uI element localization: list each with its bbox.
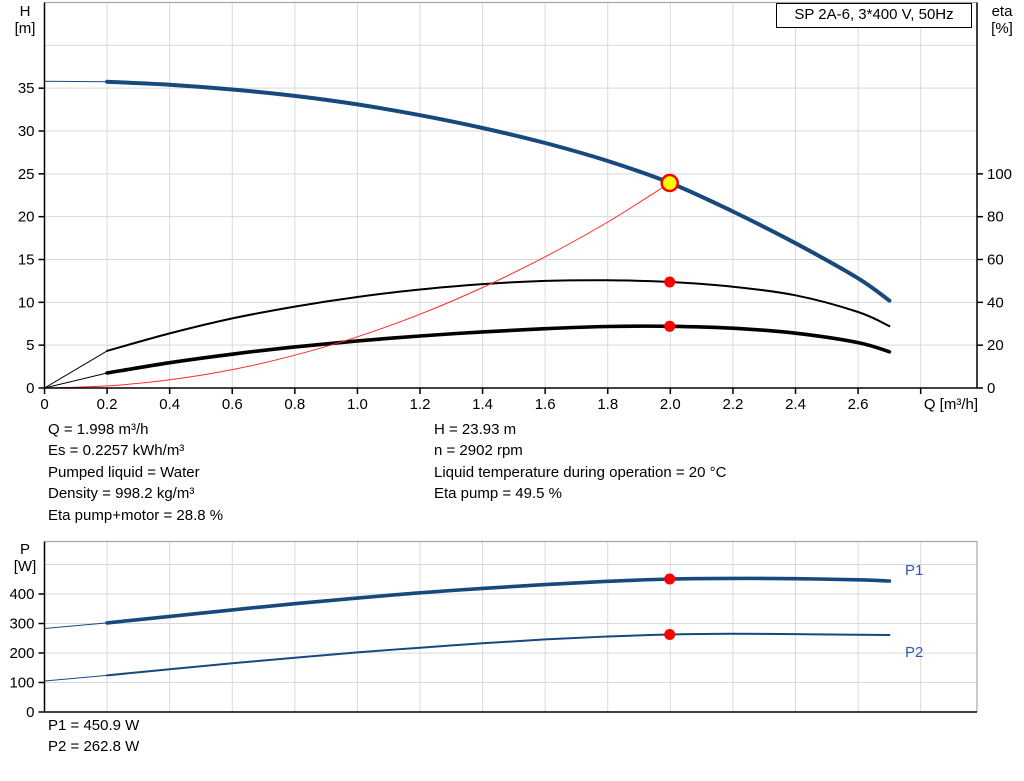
- op-line-temperature: Liquid temperature during operation = 20…: [434, 463, 727, 481]
- p1-curve-thin: [44, 622, 108, 629]
- x-tick-label: 2.0: [660, 396, 681, 413]
- op-line-n: n = 2902 rpm: [434, 442, 523, 460]
- operating-point-left-column: Q = 1.998 m³/h Es = 0.2257 kWh/m³ Pumped…: [48, 419, 223, 526]
- h-axis-unit: [m]: [14, 20, 36, 37]
- y-tick-label-left: 10: [18, 294, 35, 311]
- x-tick-label: 2.4: [785, 396, 806, 413]
- x-tick-label: 1.0: [347, 396, 368, 413]
- op-line-liquid: Pumped liquid = Water: [48, 463, 200, 481]
- p1-curve-label: P1: [905, 562, 924, 579]
- x-tick-label: 1.4: [472, 396, 493, 413]
- y-tick-label-right: 60: [987, 252, 1004, 269]
- x-tick-label: 1.8: [597, 396, 618, 413]
- q-axis-label: Q [m³/h]: [923, 396, 978, 413]
- op-line-density: Density = 998.2 kg/m³: [48, 485, 195, 503]
- eta-pump-motor-curve: [105, 324, 892, 375]
- y-tick-label-left: 0: [26, 380, 34, 397]
- y-tick-label-right: 80: [987, 209, 1004, 226]
- y-tick-label-right: 100: [987, 166, 1012, 183]
- system-curve: [44, 182, 671, 389]
- footer-p2-value: P2 = 262.8 W: [48, 738, 140, 756]
- footer-power-values: P1 = 450.9 W P2 = 262.8 W: [48, 715, 139, 758]
- eta-pump-motor-point: [664, 320, 676, 332]
- x-tick-label: 2.2: [722, 396, 743, 413]
- p-axis-unit-label: P [W]: [5, 541, 45, 575]
- y-tick-label-left: 35: [18, 80, 35, 97]
- p2-curve-thin: [44, 674, 108, 682]
- eta-axis-unit: [%]: [991, 20, 1013, 37]
- p2-curve-label: P2: [905, 644, 924, 661]
- x-tick-label: 0.2: [97, 396, 118, 413]
- y-tick-label-left: 15: [18, 252, 35, 269]
- eta-axis-unit-label: eta [%]: [982, 3, 1022, 37]
- duty-point-marker: [660, 173, 679, 193]
- x-tick-label: 2.6: [848, 396, 869, 413]
- x-tick-label: 1.2: [410, 396, 431, 413]
- y-tick-label-left: 200: [9, 645, 34, 662]
- eta-pump-motor-curve-thin: [44, 372, 108, 389]
- y-tick-label-left: 400: [9, 586, 34, 603]
- y-tick-label-left: 0: [26, 704, 34, 721]
- op-line-eta-pump: Eta pump = 49.5 %: [434, 485, 562, 503]
- p2-curve: [106, 632, 891, 677]
- h-axis-symbol: H: [19, 3, 31, 20]
- p-axis-symbol: P: [19, 541, 30, 558]
- x-tick-label: 0.4: [159, 396, 180, 413]
- eta-pump-curve-thin: [44, 350, 108, 389]
- x-tick-label: 0.8: [284, 396, 305, 413]
- x-tick-label: 0: [40, 396, 48, 413]
- y-tick-label-left: 5: [26, 337, 34, 354]
- eta-pump-curve: [106, 279, 891, 352]
- p2-point: [664, 629, 676, 640]
- y-tick-label-left: 300: [9, 616, 34, 633]
- op-line-eta-pump-motor: Eta pump+motor = 28.8 %: [48, 506, 224, 524]
- y-tick-label-right: 40: [987, 294, 1004, 311]
- y-tick-label-right: 20: [987, 337, 1004, 354]
- pump-title-box: SP 2A-6, 3*400 V, 50Hz: [776, 3, 972, 28]
- y-tick-label-left: 30: [18, 123, 35, 140]
- h-axis-unit-label: H [m]: [5, 3, 45, 37]
- op-line-q: Q = 1.998 m³/h: [48, 421, 149, 438]
- h-eta-chart: 0 0.2 0.4 0.6 0.8 1.0 1.2 1.4 1.6 1.8 2.0 2.2 2.4 2.6…: [18, 1, 1012, 413]
- op-line-h: H = 23.93 m: [434, 421, 517, 438]
- x-tick-label: 1.6: [535, 396, 556, 413]
- p1-point: [664, 573, 676, 585]
- footer-p1-value: P1 = 450.9 W: [48, 717, 140, 734]
- operating-point-right-column: H = 23.93 m n = 2902 rpm Liquid temperat…: [434, 419, 726, 505]
- head-curve: [105, 79, 892, 303]
- op-line-es: Es = 0.2257 kWh/m³: [48, 442, 185, 460]
- y-tick-label-right: 0: [987, 380, 995, 397]
- x-tick-label: 0.6: [222, 396, 243, 413]
- y-tick-label-left: 20: [18, 209, 35, 226]
- y-tick-label-left: 100: [9, 675, 34, 692]
- p-axis-unit: [W]: [13, 558, 37, 575]
- y-tick-label-left: 25: [18, 166, 35, 183]
- power-chart: 0 100 200 300 400: [9, 540, 978, 721]
- eta-pump-point: [664, 276, 676, 288]
- p1-curve: [105, 576, 892, 625]
- eta-axis-symbol: eta: [991, 3, 1013, 20]
